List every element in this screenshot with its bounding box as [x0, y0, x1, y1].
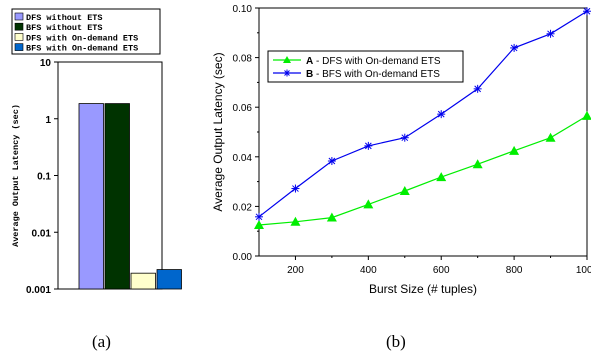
x-tick-label-b: 600 — [433, 265, 450, 276]
star-stroke — [284, 70, 290, 76]
legend-a-swatch — [14, 12, 24, 21]
plot-frame-b — [258, 7, 588, 257]
series-point-a — [326, 212, 337, 222]
series-point-b — [400, 133, 409, 142]
series-point-a — [545, 132, 556, 142]
star-stroke — [255, 213, 263, 221]
y-tick-label-a: 1 — [45, 115, 51, 126]
bar — [130, 272, 156, 290]
legend-a-frame — [11, 8, 161, 55]
series-point-b — [510, 43, 519, 52]
legend-b-tag: A — [306, 56, 313, 67]
series-point-a — [436, 172, 447, 182]
y-tick-label-b: 0.06 — [233, 103, 253, 114]
star-stroke — [364, 142, 372, 150]
series-point-a — [582, 110, 591, 120]
y-tick-label-a: 0.1 — [37, 172, 51, 183]
legend-b-tag: B — [306, 69, 313, 80]
bar — [104, 103, 130, 290]
chart-panel-b: 0.00 0.02 0.04 0.06 0.08 0.10 200 400 600 800 1000… — [211, 4, 591, 296]
star-stroke — [547, 30, 554, 38]
legend-a-swatch — [14, 33, 24, 41]
legend-a-label: BFS with On-demand ETS — [26, 44, 138, 54]
legend-a-label: DFS without ETS — [26, 13, 103, 23]
legend-a-label: BFS without ETS — [26, 23, 103, 33]
y-axis-label-b: Average Output Latency (sec) — [211, 52, 225, 211]
legend-b-marker — [283, 69, 291, 77]
series-point-b — [364, 141, 373, 150]
bar — [156, 269, 182, 290]
y-tick-label-b: 0.10 — [233, 4, 253, 15]
series-point-b — [583, 7, 591, 16]
legend-b-label: A - DFS with On-demand ETS — [306, 56, 441, 67]
star-stroke — [474, 85, 482, 93]
series-point-a — [363, 199, 374, 209]
y-tick-label-b: 0.08 — [233, 54, 253, 65]
legend-b-name: - DFS with On-demand ETS — [313, 56, 441, 67]
x-tick-label-b: 1000 — [576, 265, 591, 276]
bar — [78, 103, 104, 290]
x-tick-label-b: 400 — [360, 265, 377, 276]
x-tick-label-b: 200 — [287, 265, 304, 276]
legend-a-swatch — [14, 22, 24, 31]
series-point-a — [290, 216, 301, 226]
series-line-b — [258, 10, 588, 218]
star-stroke — [583, 7, 591, 15]
series-point-b — [473, 84, 482, 93]
star-stroke — [510, 44, 518, 52]
y-axis-label-a: Average Output Latency (sec) — [11, 104, 21, 247]
y-tick-label-a: 0.01 — [32, 228, 52, 239]
legend-a-label: DFS with On-demand ETS — [26, 33, 138, 43]
series-line-a — [258, 115, 588, 226]
series-point-b — [546, 29, 555, 38]
series-point-a — [509, 145, 520, 155]
legend-b-frame — [267, 50, 464, 83]
series-point-b — [327, 157, 336, 166]
star-stroke — [328, 157, 336, 165]
legend-b-label: B - BFS with On-demand ETS — [306, 69, 440, 80]
star-stroke — [437, 110, 445, 118]
y-tick-label-b: 0.00 — [233, 252, 253, 263]
legend-a-swatch — [14, 43, 24, 51]
series-point-b — [255, 212, 263, 221]
star-stroke — [401, 134, 409, 142]
series-point-a — [472, 159, 483, 169]
series-point-a — [254, 220, 264, 229]
panel-b-caption: (b) — [386, 332, 406, 351]
legend-b-marker — [283, 56, 291, 63]
x-axis-label-b: Burst Size (# tuples) — [369, 282, 477, 296]
y-tick-label-b: 0.04 — [233, 153, 253, 164]
panel-a-caption: (a) — [92, 332, 111, 351]
y-tick-label-b: 0.02 — [233, 202, 253, 213]
x-tick-label-b: 800 — [506, 265, 523, 276]
y-tick-label-a: 10 — [40, 58, 52, 69]
series-point-b — [437, 110, 446, 119]
y-tick-label-a: 0.001 — [26, 285, 51, 296]
legend-b-name: - BFS with On-demand ETS — [313, 69, 440, 80]
star-stroke — [292, 185, 299, 192]
series-point-a — [399, 186, 410, 196]
series-point-b — [291, 184, 300, 193]
